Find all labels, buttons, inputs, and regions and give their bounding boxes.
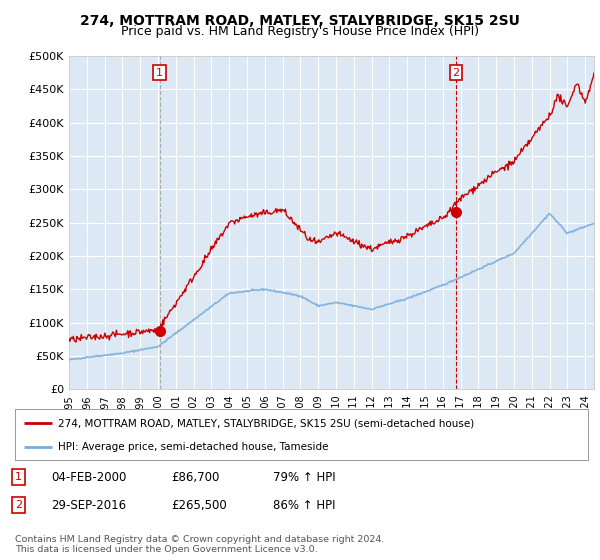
Text: 1: 1 (15, 472, 22, 482)
Text: £86,700: £86,700 (171, 470, 220, 484)
Text: 2: 2 (452, 68, 460, 78)
Text: 274, MOTTRAM ROAD, MATLEY, STALYBRIDGE, SK15 2SU: 274, MOTTRAM ROAD, MATLEY, STALYBRIDGE, … (80, 14, 520, 28)
Text: 86% ↑ HPI: 86% ↑ HPI (273, 498, 335, 512)
Text: HPI: Average price, semi-detached house, Tameside: HPI: Average price, semi-detached house,… (58, 442, 328, 452)
Text: Contains HM Land Registry data © Crown copyright and database right 2024.
This d: Contains HM Land Registry data © Crown c… (15, 535, 385, 554)
Text: £265,500: £265,500 (171, 498, 227, 512)
Text: 274, MOTTRAM ROAD, MATLEY, STALYBRIDGE, SK15 2SU (semi-detached house): 274, MOTTRAM ROAD, MATLEY, STALYBRIDGE, … (58, 418, 474, 428)
Text: 1: 1 (156, 68, 163, 78)
Text: 29-SEP-2016: 29-SEP-2016 (51, 498, 126, 512)
Text: Price paid vs. HM Land Registry's House Price Index (HPI): Price paid vs. HM Land Registry's House … (121, 25, 479, 38)
Text: 04-FEB-2000: 04-FEB-2000 (51, 470, 127, 484)
Text: 79% ↑ HPI: 79% ↑ HPI (273, 470, 335, 484)
Text: 2: 2 (15, 500, 22, 510)
